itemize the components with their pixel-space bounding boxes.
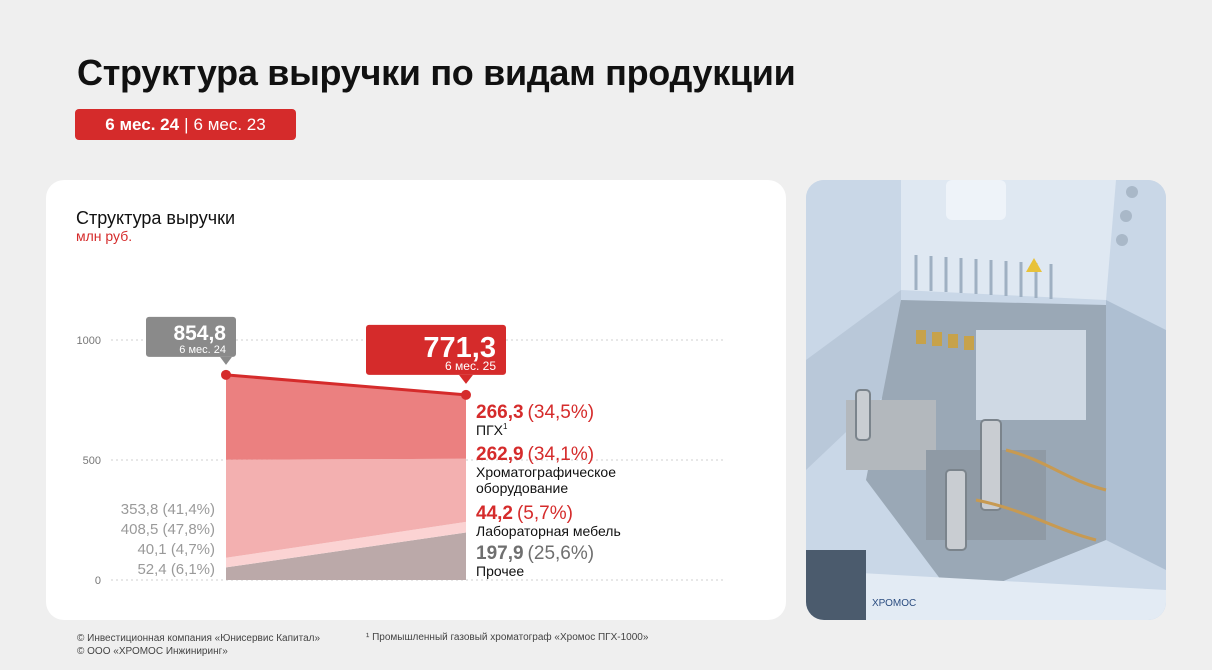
chart-unit: млн руб. — [76, 228, 133, 244]
page-title: Структура выручки по видам продукции — [77, 52, 796, 93]
end-percent: (5,7%) — [517, 503, 573, 524]
total-marker — [221, 369, 231, 380]
area-segment — [226, 521, 466, 568]
chart-card: Структура выручки млн руб. 0 500 1000 854,8… — [46, 180, 786, 620]
total-period: 6 мес. 25 — [445, 359, 496, 373]
end-value: 44,2 — [476, 503, 513, 524]
product-photo: ХРОМОС — [806, 180, 1166, 620]
footnote-mark: 1 — [503, 422, 508, 431]
total-value: 771,3 — [423, 332, 496, 364]
footer-copyright: © Инвестиционная компания «Юнисервис Кап… — [77, 632, 320, 658]
end-value-label: 44,2 (5,7%) — [476, 503, 573, 524]
area-segment — [226, 458, 466, 558]
total-callout-box — [366, 324, 506, 375]
end-percent: (34,5%) — [528, 402, 595, 423]
end-value: 266,3 — [476, 402, 524, 423]
y-tick-label: 0 — [95, 575, 101, 587]
y-tick-label: 500 — [83, 455, 101, 467]
copyright-line-1: © Инвестиционная компания «Юнисервис Кап… — [77, 633, 321, 644]
revenue-structure-chart: 0 500 1000 854,86 мес. 24 771,36 мес. 25 353,… — [77, 316, 726, 587]
end-value-label: 262,9 (34,1%) — [476, 444, 594, 465]
series-name: Прочее — [476, 563, 524, 579]
series-name: оборудование — [476, 480, 568, 496]
start-value-label: 353,8 (41,4%) — [121, 501, 215, 518]
start-value-label: 40,1 (4,7%) — [137, 541, 215, 558]
start-value-label: 408,5 (47,8%) — [121, 521, 215, 538]
period-separator: | — [184, 114, 189, 134]
copyright-line-2: © ООО «ХРОМОС Инжиниринг» — [77, 646, 228, 657]
end-percent: (34,1%) — [528, 444, 595, 465]
period-toggle[interactable]: 6 мес. 24 | 6 мес. 23 — [75, 109, 296, 140]
chart-title: Структура выручки — [76, 208, 236, 228]
end-percent: (25,6%) — [528, 543, 595, 564]
period-inactive-label[interactable]: 6 мес. 23 — [193, 114, 266, 134]
y-tick-label: 1000 — [77, 335, 101, 347]
brand-text: ХРОМОС — [872, 598, 916, 609]
end-value-label: 266,3 (34,5%) — [476, 402, 594, 423]
total-value: 854,8 — [173, 322, 226, 345]
series-name: Хроматографическое — [476, 464, 616, 480]
end-value-label: 197,9 (25,6%) — [476, 543, 594, 564]
total-marker — [461, 389, 471, 400]
start-value-label: 52,4 (6,1%) — [137, 561, 215, 578]
end-value: 197,9 — [476, 543, 524, 564]
total-callout-pointer — [220, 356, 232, 365]
period-active-label[interactable]: 6 мес. 24 — [105, 114, 180, 134]
series-name: ПГХ1 — [476, 422, 508, 438]
total-callout-box — [146, 316, 236, 357]
total-line — [225, 373, 467, 397]
chromatograph-illustration: ХРОМОС — [806, 180, 1166, 620]
series-name: Лабораторная мебель — [476, 523, 621, 539]
total-period: 6 мес. 24 — [179, 344, 226, 356]
total-callout-pointer — [459, 374, 473, 384]
end-value: 262,9 — [476, 444, 524, 465]
footer-footnote: ¹ Промышленный газовый хроматограф «Хром… — [366, 632, 649, 643]
area-segment — [226, 532, 466, 580]
area-segment — [226, 374, 466, 460]
